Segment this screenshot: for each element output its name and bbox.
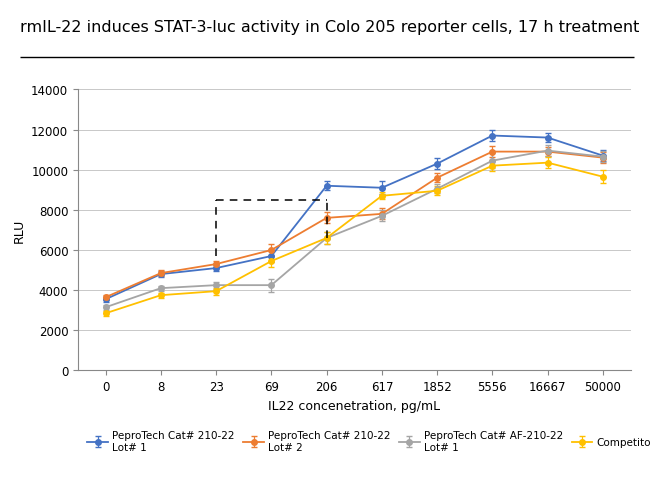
- Legend: PeproTech Cat# 210-22
Lot# 1, PeproTech Cat# 210-22
Lot# 2, PeproTech Cat# AF-21: PeproTech Cat# 210-22 Lot# 1, PeproTech …: [83, 426, 650, 456]
- Y-axis label: RLU: RLU: [12, 218, 25, 242]
- Text: rmIL-22 induces STAT-3-luc activity in Colo 205 reporter cells, 17 h treatment: rmIL-22 induces STAT-3-luc activity in C…: [20, 20, 639, 35]
- X-axis label: IL22 concenetration, pg/mL: IL22 concenetration, pg/mL: [268, 399, 440, 412]
